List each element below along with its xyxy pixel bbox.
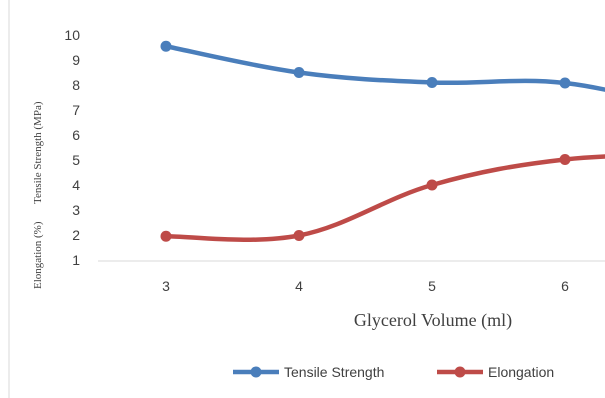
legend-label-elongation: Elongation [488,364,554,380]
x-tick-label-3: 3 [162,278,170,294]
tensile-strength-point-6 [559,77,571,89]
y-axis-tick-labels: 1 2 3 4 5 6 7 8 9 10 [64,27,80,268]
y-axis-label-elongation: Elongation (%) [32,221,44,289]
legend-item-elongation[interactable]: Elongation [437,364,554,380]
elongation-point-4 [293,230,305,241]
elongation-point-3 [160,230,172,242]
legend-swatch-marker-tensile-strength [250,366,262,378]
elongation-point-6 [559,154,571,165]
x-tick-label-4: 4 [295,278,303,294]
x-axis-label: Glycerol Volume (ml) [354,310,512,331]
legend[interactable]: Tensile Strength Elongation [233,364,554,380]
y-tick-label-6: 6 [72,127,80,143]
y-axis-label-tensile: Tensile Strength (MPa) [32,101,44,204]
elongation-point-5 [426,179,438,191]
tensile-strength-point-4 [293,67,305,78]
legend-swatch-marker-elongation [454,366,466,378]
y-tick-label-3: 3 [72,202,80,218]
legend-label-tensile-strength: Tensile Strength [284,364,384,380]
x-tick-label-5: 5 [428,278,436,294]
legend-item-tensile-strength[interactable]: Tensile Strength [233,364,384,380]
tensile-strength-point-5 [426,77,438,88]
y-tick-label-4: 4 [72,177,80,193]
y-tick-label-7: 7 [72,102,80,118]
x-axis-tick-labels: 3 4 5 6 [162,278,569,294]
x-tick-label-6: 6 [561,278,569,294]
y-tick-label-10: 10 [64,27,80,43]
tensile-strength-series-line [163,44,605,92]
y-tick-label-5: 5 [72,152,80,168]
tensile-strength-point-3 [160,40,172,52]
y-tick-label-2: 2 [72,227,80,243]
y-tick-label-1: 1 [72,252,80,268]
y-tick-label-9: 9 [72,52,80,68]
y-tick-label-8: 8 [72,77,80,93]
elongation-series-line [163,154,605,243]
series-layer [160,40,605,243]
